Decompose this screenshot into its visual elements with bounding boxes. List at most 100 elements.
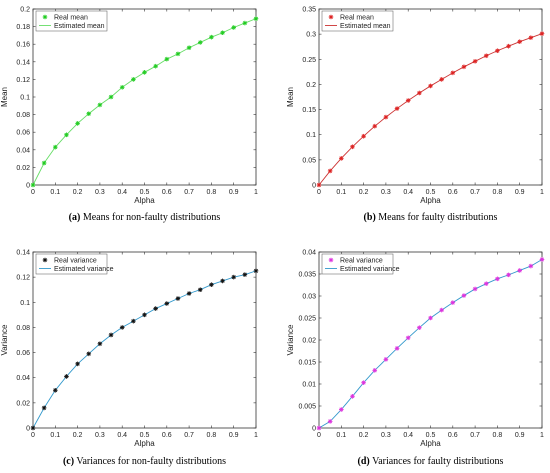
y-tick-label: 0.18 <box>16 24 30 31</box>
series-marker-real <box>53 387 58 393</box>
legend-marker-sample <box>328 14 334 20</box>
x-tick-label: 0.2 <box>73 432 83 439</box>
chart-panel-1: 0 0.1 0.2 0.3 0.4 0.5 0.6 0.7 0.8 0.9 1 0 0.02 0.04 0.… <box>0 7 259 223</box>
x-tick-label: 0.1 <box>336 432 346 439</box>
y-tick-label: 0.1 <box>306 132 316 139</box>
y-tick-label: 0.04 <box>302 250 316 257</box>
y-tick-label: 0 <box>312 426 316 433</box>
series-marker-real <box>372 123 378 129</box>
series-marker-real <box>517 268 522 273</box>
series-marker-real <box>131 318 136 324</box>
series-marker-real <box>175 51 181 57</box>
x-tick-label: 0.8 <box>207 189 217 196</box>
series-marker-real <box>428 83 433 89</box>
y-tick-label: 0.015 <box>298 360 316 367</box>
series-marker-real <box>327 168 333 174</box>
x-tick-label: 0.8 <box>493 432 503 439</box>
y-tick-label: 0.03 <box>302 294 316 301</box>
x-tick-label: 0.9 <box>229 432 239 439</box>
series-marker-real <box>405 98 411 103</box>
legend-label-real: Real mean <box>54 15 88 22</box>
series-marker-real <box>142 70 147 75</box>
series-marker-real <box>439 307 444 313</box>
legend-box <box>35 10 108 32</box>
series-marker-real <box>528 35 534 40</box>
series-marker-real <box>175 296 181 301</box>
series-marker-real <box>417 90 422 96</box>
series-marker-real <box>461 293 467 298</box>
series-marker-real <box>41 160 47 166</box>
series-marker-real <box>506 272 511 278</box>
series-marker-real <box>472 58 478 64</box>
series-marker-real <box>231 25 236 30</box>
plot-area-frame <box>318 8 543 186</box>
y-tick-label: 0.04 <box>16 375 30 382</box>
series-marker-real <box>220 30 225 36</box>
series-marker-real <box>506 43 511 49</box>
x-tick-label: 0.6 <box>162 432 172 439</box>
x-tick-label: 0 <box>31 432 35 439</box>
legend-label-real: Real variance <box>54 258 97 265</box>
series-marker-real <box>253 16 259 21</box>
series-marker-real <box>361 133 366 139</box>
plot-area-frame <box>32 8 257 186</box>
series-marker-real <box>327 419 333 424</box>
legend-marker-sample <box>42 257 48 263</box>
series-marker-real <box>495 48 500 54</box>
y-tick-label: 0.04 <box>16 147 30 154</box>
series-marker-real <box>405 335 411 341</box>
caption-id: (b) <box>364 212 376 223</box>
y-tick-label: 0.12 <box>16 275 30 282</box>
x-tick-label: 0.3 <box>381 189 391 196</box>
series-marker-real <box>53 144 58 150</box>
x-tick-label: 0.6 <box>162 189 172 196</box>
x-axis-label: Alpha <box>134 196 155 205</box>
series-marker-real <box>242 20 248 26</box>
x-tick-label: 0.7 <box>470 432 480 439</box>
x-tick-label: 0.4 <box>117 189 127 196</box>
series-marker-real <box>86 351 92 357</box>
y-tick-label: 0.02 <box>302 338 316 345</box>
y-tick-label: 0.16 <box>16 42 30 49</box>
x-tick-label: 0.3 <box>381 432 391 439</box>
series-marker-real <box>164 56 170 62</box>
legend-label-estimated: Estimated variance <box>340 266 400 273</box>
x-tick-label: 0.5 <box>140 432 150 439</box>
x-tick-label: 1 <box>254 432 258 439</box>
series-marker-real <box>242 272 248 277</box>
series-marker-real <box>339 407 344 412</box>
y-tick-label: 0.2 <box>20 7 30 14</box>
series-marker-real <box>528 263 534 269</box>
panel-caption: (b) Means for faulty distributions <box>364 212 498 223</box>
x-axis-label: Alpha <box>420 439 441 448</box>
series-marker-real <box>164 301 170 306</box>
series-marker-real <box>153 306 158 311</box>
x-tick-label: 0 <box>31 189 35 196</box>
series-marker-real <box>97 341 103 347</box>
panel-caption: (c) Variances for non-faulty distributio… <box>63 456 226 467</box>
caption-text: Means for non-faulty distributions <box>80 212 220 223</box>
series-marker-real <box>350 394 355 399</box>
x-tick-label: 0.9 <box>515 432 525 439</box>
x-tick-label: 0.2 <box>359 432 369 439</box>
chart-panel-4: 0 0.1 0.2 0.3 0.4 0.5 0.6 0.7 0.8 0.9 1 0 0.005 0.01 0… <box>286 250 545 467</box>
series-marker-real <box>30 425 36 431</box>
x-axis-label: Alpha <box>420 196 441 205</box>
y-tick-label: 0 <box>312 183 316 190</box>
y-tick-label: 0.08 <box>16 112 30 119</box>
y-tick-label: 0.15 <box>302 107 316 114</box>
legend-label-estimated: Estimated mean <box>340 23 391 30</box>
caption-id: (c) <box>63 456 74 467</box>
series-marker-real <box>186 45 192 51</box>
x-tick-label: 0 <box>317 432 321 439</box>
y-tick-label: 0.05 <box>302 157 316 164</box>
y-tick-label: 0.1 <box>20 300 30 307</box>
x-tick-label: 0.7 <box>470 189 480 196</box>
series-marker-real <box>483 53 489 59</box>
x-tick-label: 0.5 <box>426 432 436 439</box>
series-marker-real <box>153 63 158 69</box>
y-axis-label: Variance <box>0 324 9 356</box>
plot-area-frame <box>32 251 257 429</box>
